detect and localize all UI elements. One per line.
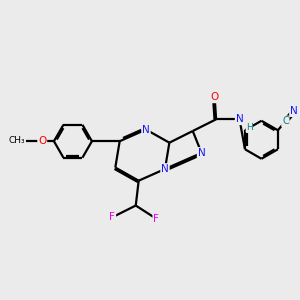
Text: N: N [142, 124, 150, 134]
Text: N: N [198, 148, 206, 158]
Text: CH₃: CH₃ [8, 136, 25, 145]
Text: N: N [161, 164, 169, 174]
Text: N: N [236, 114, 243, 124]
Text: O: O [38, 136, 46, 146]
Text: C: C [282, 116, 289, 126]
Text: F: F [153, 214, 159, 224]
Text: H: H [246, 123, 253, 132]
Text: F: F [110, 212, 115, 222]
Text: O: O [211, 92, 219, 102]
Text: N: N [290, 106, 298, 116]
